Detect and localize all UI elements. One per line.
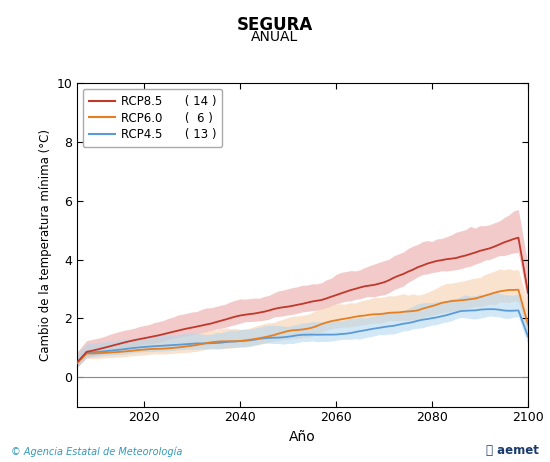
Text: Ⓟ aemet: Ⓟ aemet <box>486 444 539 457</box>
Text: © Agencia Estatal de Meteorología: © Agencia Estatal de Meteorología <box>11 447 183 457</box>
X-axis label: Año: Año <box>289 430 316 444</box>
Text: ANUAL: ANUAL <box>251 30 299 44</box>
Y-axis label: Cambio de la temperatura mínima (°C): Cambio de la temperatura mínima (°C) <box>39 129 52 361</box>
Legend: RCP8.5      ( 14 ), RCP6.0      (  6 ), RCP4.5      ( 13 ): RCP8.5 ( 14 ), RCP6.0 ( 6 ), RCP4.5 ( 13… <box>83 89 222 147</box>
Text: SEGURA: SEGURA <box>237 16 313 34</box>
